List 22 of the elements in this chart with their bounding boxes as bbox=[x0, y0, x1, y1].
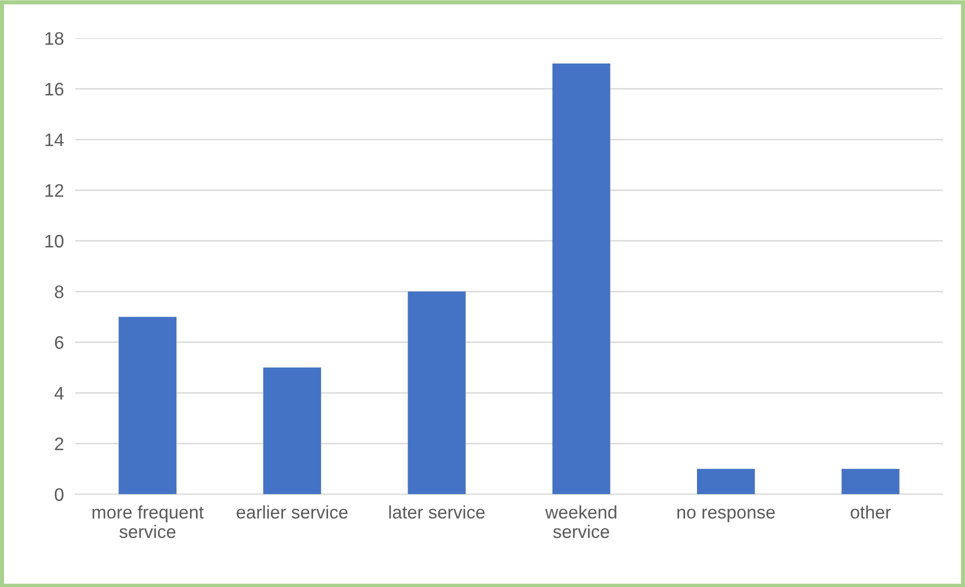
x-tick-label: other bbox=[850, 505, 891, 519]
y-tick-label: 6 bbox=[55, 336, 64, 349]
bar bbox=[697, 468, 755, 494]
bar bbox=[842, 468, 900, 494]
x-tick-label: no response bbox=[677, 508, 775, 522]
x-tick-label: later service bbox=[389, 505, 485, 519]
y-tick-label: 0 bbox=[54, 488, 64, 501]
y-tick-label: 10 bbox=[45, 234, 64, 248]
y-tick-label: 2 bbox=[55, 438, 64, 450]
bar bbox=[552, 63, 610, 494]
bar bbox=[408, 292, 466, 494]
x-tick-label: more frequent service bbox=[92, 505, 204, 538]
y-tick-label: 18 bbox=[45, 32, 64, 45]
x-tick-label: weekend service bbox=[545, 505, 616, 538]
y-tick-label: 4 bbox=[54, 387, 64, 400]
bar bbox=[263, 368, 322, 494]
x-tick-label: earlier service bbox=[236, 505, 348, 519]
y-tick-label: 12 bbox=[45, 184, 64, 197]
y-tick-label: 14 bbox=[45, 134, 64, 146]
bar bbox=[118, 316, 176, 494]
y-tick-label: 8 bbox=[54, 285, 64, 298]
y-tick-label: 16 bbox=[45, 82, 64, 96]
